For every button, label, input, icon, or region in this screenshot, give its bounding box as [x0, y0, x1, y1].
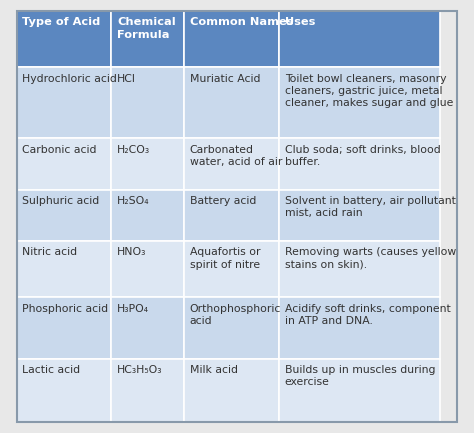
Text: Toilet bowl cleaners, masonry
cleaners, gastric juice, metal
cleaner, makes suga: Toilet bowl cleaners, masonry cleaners, … [284, 74, 453, 108]
Bar [279, 359, 440, 422]
Text: Nitric acid: Nitric acid [22, 248, 77, 258]
Text: Chemical
Formula: Chemical Formula [117, 17, 176, 40]
Bar [17, 138, 111, 190]
Bar [279, 11, 440, 67]
Bar [111, 11, 184, 67]
Text: Type of Acid: Type of Acid [22, 17, 100, 27]
Bar [184, 297, 279, 359]
Text: Club soda; soft drinks, blood
buffer.: Club soda; soft drinks, blood buffer. [284, 145, 440, 167]
Bar [17, 359, 111, 422]
Text: H₂SO₄: H₂SO₄ [117, 196, 150, 206]
Bar [184, 359, 279, 422]
Bar [184, 67, 279, 138]
Text: Orthophosphoric
acid: Orthophosphoric acid [190, 304, 281, 326]
Bar [17, 190, 111, 241]
Text: HCl: HCl [117, 74, 136, 84]
Bar [184, 190, 279, 241]
Text: HNO₃: HNO₃ [117, 248, 146, 258]
Bar [111, 138, 184, 190]
Bar [111, 297, 184, 359]
Text: Aquafortis or
spirit of nitre: Aquafortis or spirit of nitre [190, 248, 260, 270]
Text: Sulphuric acid: Sulphuric acid [22, 196, 100, 206]
Bar [279, 67, 440, 138]
Text: Removing warts (causes yellow
stains on skin).: Removing warts (causes yellow stains on … [284, 248, 456, 270]
Text: Hydrochloric acid: Hydrochloric acid [22, 74, 117, 84]
Bar [184, 11, 279, 67]
Bar [279, 138, 440, 190]
Text: Builds up in muscles during
exercise: Builds up in muscles during exercise [284, 365, 435, 388]
Text: Lactic acid: Lactic acid [22, 365, 81, 375]
Text: Phosphoric acid: Phosphoric acid [22, 304, 109, 314]
Bar [17, 67, 111, 138]
Text: Uses: Uses [284, 17, 315, 27]
Bar [17, 11, 111, 67]
Text: Milk acid: Milk acid [190, 365, 238, 375]
Bar [184, 138, 279, 190]
Text: Carbonated
water, acid of air: Carbonated water, acid of air [190, 145, 282, 167]
Bar [111, 241, 184, 297]
Text: Acidify soft drinks, component
in ATP and DNA.: Acidify soft drinks, component in ATP an… [284, 304, 450, 326]
Bar [111, 359, 184, 422]
Text: Carbonic acid: Carbonic acid [22, 145, 97, 155]
Bar [111, 190, 184, 241]
Bar [279, 190, 440, 241]
Text: H₃PO₄: H₃PO₄ [117, 304, 149, 314]
Bar [279, 241, 440, 297]
Text: Solvent in battery, air pollutant
mist, acid rain: Solvent in battery, air pollutant mist, … [284, 196, 456, 219]
Text: Common Names: Common Names [190, 17, 293, 27]
Bar [17, 297, 111, 359]
Bar [17, 241, 111, 297]
Bar [279, 297, 440, 359]
Text: HC₃H₅O₃: HC₃H₅O₃ [117, 365, 163, 375]
Bar [111, 67, 184, 138]
Text: Battery acid: Battery acid [190, 196, 256, 206]
Bar [184, 241, 279, 297]
Text: H₂CO₃: H₂CO₃ [117, 145, 150, 155]
Text: Muriatic Acid: Muriatic Acid [190, 74, 260, 84]
